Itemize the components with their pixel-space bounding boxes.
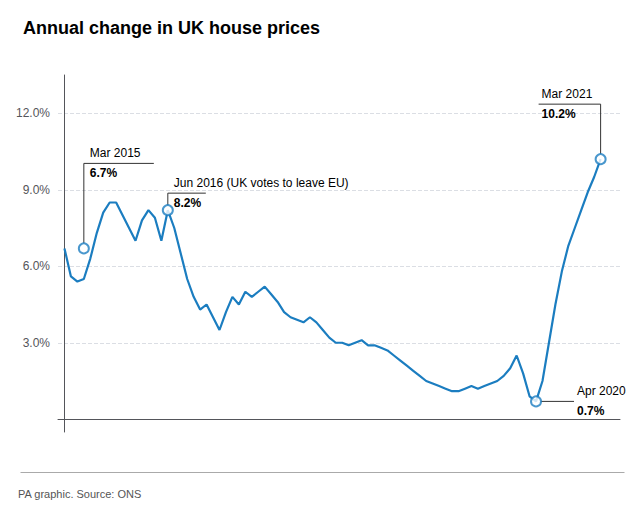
svg-text:Mar 2021: Mar 2021: [542, 87, 593, 101]
svg-text:Mar 2015: Mar 2015: [90, 146, 141, 160]
svg-text:3.0%: 3.0%: [23, 336, 51, 350]
svg-text:Jun 2016 (UK votes to leave EU: Jun 2016 (UK votes to leave EU): [174, 176, 349, 190]
svg-text:8.2%: 8.2%: [174, 196, 202, 210]
svg-text:0.7%: 0.7%: [577, 404, 605, 418]
svg-text:PA graphic. Source: ONS: PA graphic. Source: ONS: [18, 488, 141, 500]
svg-text:10.2%: 10.2%: [542, 107, 576, 121]
svg-text:6.0%: 6.0%: [23, 259, 51, 273]
svg-text:9.0%: 9.0%: [23, 183, 51, 197]
svg-text:6.7%: 6.7%: [90, 166, 118, 180]
svg-text:12.0%: 12.0%: [16, 106, 50, 120]
svg-text:Apr 2020: Apr 2020: [577, 384, 626, 398]
svg-text:Annual change in UK house pric: Annual change in UK house prices: [23, 18, 320, 38]
